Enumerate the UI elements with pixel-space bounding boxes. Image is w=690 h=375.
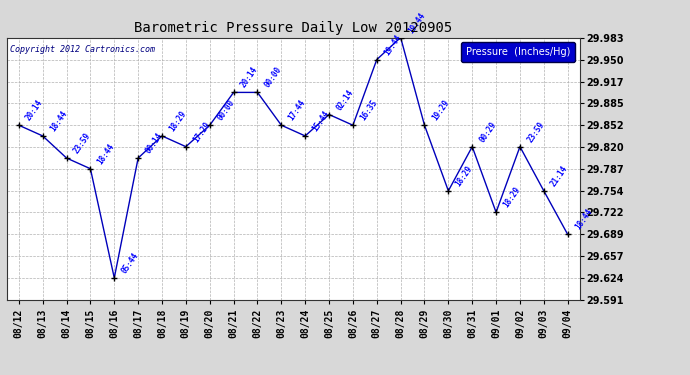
Text: 00:00: 00:00 [263,66,284,90]
Text: 18:44: 18:44 [573,207,594,232]
Text: 20:14: 20:14 [24,98,45,123]
Text: 18:29: 18:29 [502,185,522,210]
Text: 05:44: 05:44 [120,251,141,275]
Text: 18:44: 18:44 [96,142,117,166]
Text: 17:44: 17:44 [287,98,308,123]
Legend: Pressure  (Inches/Hg): Pressure (Inches/Hg) [461,42,575,62]
Text: 02:14: 02:14 [335,88,355,112]
Text: 19:29: 19:29 [430,98,451,123]
Text: 00:14: 00:14 [144,131,164,155]
Title: Barometric Pressure Daily Low 20120905: Barometric Pressure Daily Low 20120905 [134,21,453,35]
Text: 00:29: 00:29 [477,120,498,144]
Text: 18:44: 18:44 [48,109,69,133]
Text: 00:00: 00:00 [215,98,236,123]
Text: 17:29: 17:29 [191,120,212,144]
Text: 15:44: 15:44 [310,109,331,133]
Text: 23:59: 23:59 [526,120,546,144]
Text: 16:35: 16:35 [359,98,379,123]
Text: 19:44: 19:44 [406,10,427,35]
Text: 21:14: 21:14 [549,164,570,188]
Text: 19:44: 19:44 [382,33,403,57]
Text: Copyright 2012 Cartronics.com: Copyright 2012 Cartronics.com [10,45,155,54]
Text: 18:29: 18:29 [454,164,475,188]
Text: 20:14: 20:14 [239,66,260,90]
Text: 23:59: 23:59 [72,131,92,155]
Text: 18:29: 18:29 [168,109,188,133]
